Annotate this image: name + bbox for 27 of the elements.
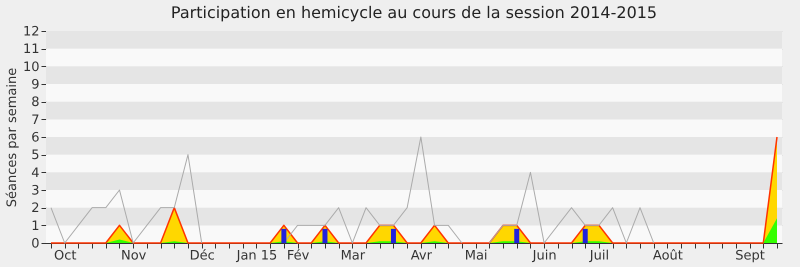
y-tick-label: 8: [31, 95, 40, 110]
y-tick-label: 2: [31, 201, 40, 216]
y-tick-label: 11: [22, 42, 40, 58]
x-tick-label: Mar: [340, 248, 366, 264]
y-tick-label: 6: [31, 130, 40, 146]
x-tick-label: Avr: [410, 248, 433, 264]
y-tick-label: 10: [22, 60, 40, 75]
y-tick-label: 0: [31, 236, 40, 252]
x-tick-label: Mai: [464, 248, 488, 264]
y-tick-label: 12: [22, 24, 40, 40]
x-tick-label: Juin: [532, 248, 557, 264]
y-tick-label: 7: [31, 112, 40, 128]
x-tick-label: Sept: [735, 248, 765, 264]
x-tick-label: Jan 15: [236, 248, 278, 264]
x-tick-label: Oct: [54, 248, 76, 264]
x-tick-label: Fév: [286, 248, 310, 264]
x-tick-label: Juil: [588, 248, 610, 264]
y-tick-label: 4: [31, 166, 40, 181]
y-tick-label: 1: [31, 218, 40, 234]
chart-title: Participation en hemicycle au cours de la session 2014-2015: [170, 3, 658, 22]
x-tick-label: Août: [652, 248, 683, 264]
y-tick-label: 3: [31, 184, 40, 198]
x-tick-label: Nov: [121, 248, 147, 264]
y-axis-title: Séances par semaine: [4, 68, 20, 208]
y-tick-label: 5: [31, 148, 40, 164]
x-tick-label: Déc: [190, 248, 215, 264]
y-tick-label: 9: [31, 78, 40, 92]
